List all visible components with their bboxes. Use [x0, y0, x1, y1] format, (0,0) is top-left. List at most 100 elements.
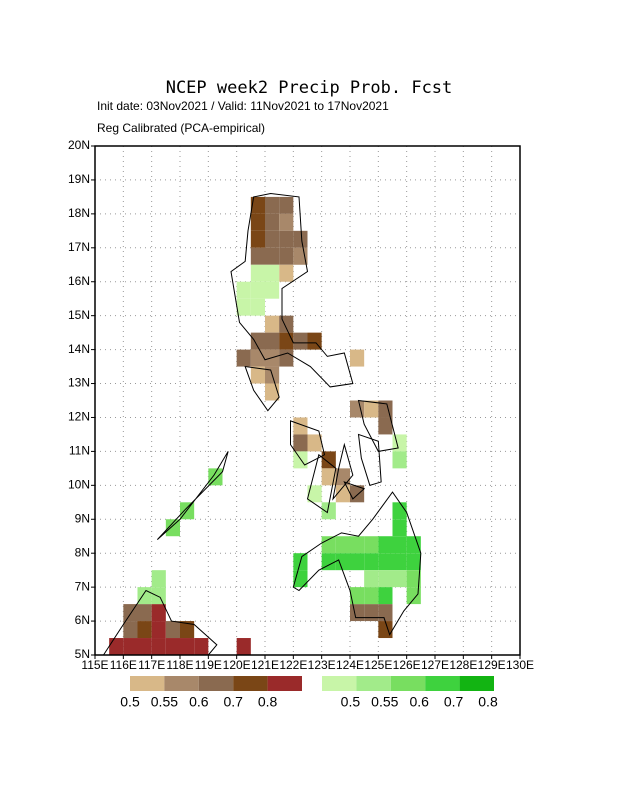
prob-cell [279, 315, 294, 333]
prob-cell [250, 230, 265, 248]
prob-cell [265, 196, 280, 214]
coastline [103, 193, 422, 656]
prob-cell [406, 553, 421, 571]
x-tick-label: 125E [364, 658, 392, 672]
coast-outline [332, 442, 354, 501]
prob-cell [392, 502, 407, 520]
colorbar-box [164, 676, 199, 691]
prob-cell [378, 587, 393, 605]
colorbar-label: 0.8 [478, 694, 498, 710]
prob-cell [180, 621, 195, 639]
prob-cell [250, 332, 265, 350]
coast-outline [244, 365, 280, 412]
prob-cell [250, 298, 265, 316]
prob-cell [137, 587, 152, 605]
y-tick-label: 20N [68, 138, 90, 152]
y-tick-label: 11N [69, 444, 90, 458]
prob-cell [364, 400, 379, 418]
prob-cell [165, 638, 180, 655]
prob-cell [321, 451, 336, 469]
prob-cell [265, 230, 280, 248]
colorbar-label: 0.5 [120, 694, 140, 710]
colorbar-label: 0.6 [189, 694, 209, 710]
colorbar-label: 0.7 [223, 694, 243, 710]
prob-cell [293, 417, 308, 435]
colorbar-box [356, 676, 391, 691]
prob-cell [392, 536, 407, 554]
y-tick-label: 18N [68, 206, 90, 220]
colorbar-box [198, 676, 234, 691]
prob-cell [250, 264, 265, 282]
prob-cell [293, 434, 308, 452]
prob-cell [151, 621, 166, 639]
prob-cell [392, 570, 407, 588]
prob-cell [378, 604, 393, 622]
prob-cell [350, 587, 365, 605]
prob-cell [307, 434, 322, 452]
prob-cell [392, 519, 407, 537]
coast-outline [230, 193, 354, 388]
prob-cell [250, 281, 265, 299]
colorbar-box [233, 676, 268, 691]
x-tick-label: 117E [138, 658, 165, 672]
plot-frame [94, 145, 521, 656]
prob-cell [279, 349, 294, 367]
prob-cell [321, 553, 336, 571]
prob-cell [165, 621, 180, 639]
prob-cell [350, 400, 365, 418]
prob-cell [279, 332, 294, 350]
x-tick-label: 126E [393, 658, 421, 672]
prob-cell [265, 281, 280, 299]
prob-cell [364, 570, 379, 588]
prob-cell [378, 570, 393, 588]
colorbar-label: 0.7 [444, 694, 464, 710]
prob-cell [293, 451, 308, 469]
x-tick-label: 121E [251, 658, 279, 672]
prob-cell [364, 604, 379, 622]
colorbar-label: 0.6 [409, 694, 429, 710]
x-tick-label: 124E [336, 658, 364, 672]
coast-outline [292, 491, 422, 636]
chart-subtitle: Init date: 03Nov2021 / Valid: 11Nov2021 … [97, 99, 389, 113]
prob-cell [265, 315, 280, 333]
prob-cell [250, 247, 265, 265]
x-tick-label: 118E [166, 658, 193, 672]
colorbar-label: 0.55 [151, 694, 178, 710]
prob-cell [279, 247, 294, 265]
x-tick-label: 119E [195, 658, 222, 672]
colorbar-box [267, 676, 302, 691]
colorbar-box [130, 676, 165, 691]
prob-cell [208, 468, 223, 486]
prob-cell [137, 604, 152, 622]
y-tick-label: 8N [75, 545, 90, 559]
prob-cell [321, 536, 336, 554]
prob-cell [321, 502, 336, 520]
prob-cell [350, 349, 365, 367]
prob-cell [378, 417, 393, 435]
prob-cell [364, 536, 379, 554]
y-tick-label: 17N [68, 240, 90, 254]
prob-cell [279, 264, 294, 282]
colorbar-label: 0.8 [258, 694, 278, 710]
y-tick-label: 13N [68, 376, 90, 390]
prob-cell [265, 247, 280, 265]
prob-cell [194, 638, 209, 655]
prob-cell [250, 366, 265, 384]
y-tick-label: 10N [68, 478, 90, 492]
colorbar-box [425, 676, 460, 691]
colorbar-label: 0.55 [371, 694, 398, 710]
prob-cell [279, 213, 294, 231]
prob-cell [406, 536, 421, 554]
prob-cell [151, 570, 166, 588]
x-tick-label: 120E [223, 658, 251, 672]
coast-outline [290, 420, 326, 466]
prob-cell [250, 349, 265, 367]
prob-cell [321, 468, 336, 486]
y-tick-label: 14N [68, 342, 90, 356]
coast-outline [103, 589, 218, 656]
prob-cell [307, 485, 322, 503]
prob-cell [236, 298, 251, 316]
prob-cell [392, 553, 407, 571]
prob-cell [406, 570, 421, 588]
